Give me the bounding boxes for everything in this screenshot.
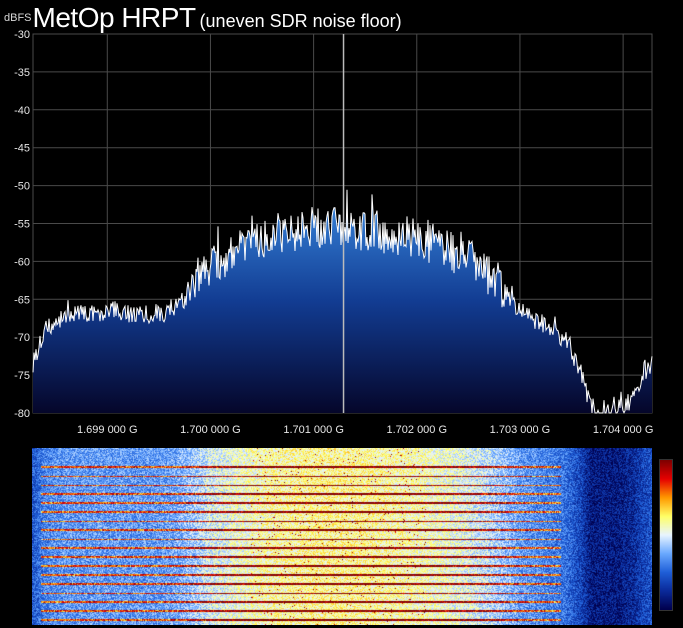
waterfall-display[interactable]	[32, 448, 652, 625]
chart-subtitle: (uneven SDR noise floor)	[199, 11, 402, 31]
y-tick-label: -35	[14, 67, 30, 79]
y-tick-label: -65	[14, 294, 30, 306]
y-tick-label: -55	[14, 219, 30, 231]
y-axis-ticks: -30 -35 -40 -45 -50 -55 -60 -65 -70 -75 -80	[14, 29, 30, 420]
waterfall-color-scale	[659, 459, 673, 611]
spectrum-chart[interactable]: -30 -35 -40 -45 -50 -55 -60 -65 -70 -75 -80 1.699 …	[0, 0, 683, 445]
x-tick-label: 1.699 000 G	[77, 424, 138, 436]
y-tick-label: -60	[14, 256, 30, 268]
y-tick-label: -75	[14, 370, 30, 382]
x-tick-label: 1.700 000 G	[180, 424, 241, 436]
spectrum-fill	[33, 189, 652, 413]
y-tick-label: -80	[14, 408, 30, 420]
y-tick-label: -30	[14, 29, 30, 41]
chart-title-bar: dBFSMetOp HRPT (uneven SDR noise floor)	[4, 2, 402, 34]
x-tick-label: 1.702 000 G	[386, 424, 447, 436]
y-tick-label: -50	[14, 181, 30, 193]
x-tick-label: 1.704 000 G	[593, 424, 654, 436]
y-tick-label: -45	[14, 143, 30, 155]
x-tick-label: 1.701 000 G	[283, 424, 344, 436]
spectrum-trace	[32, 189, 653, 414]
x-tick-label: 1.703 000 G	[490, 424, 551, 436]
unit-label: dBFS	[4, 12, 32, 24]
chart-title: MetOp HRPT	[32, 2, 197, 33]
y-tick-label: -70	[14, 332, 30, 344]
y-tick-label: -40	[14, 105, 30, 117]
x-axis-ticks: 1.699 000 G 1.700 000 G 1.701 000 G 1.702 0…	[77, 424, 653, 436]
